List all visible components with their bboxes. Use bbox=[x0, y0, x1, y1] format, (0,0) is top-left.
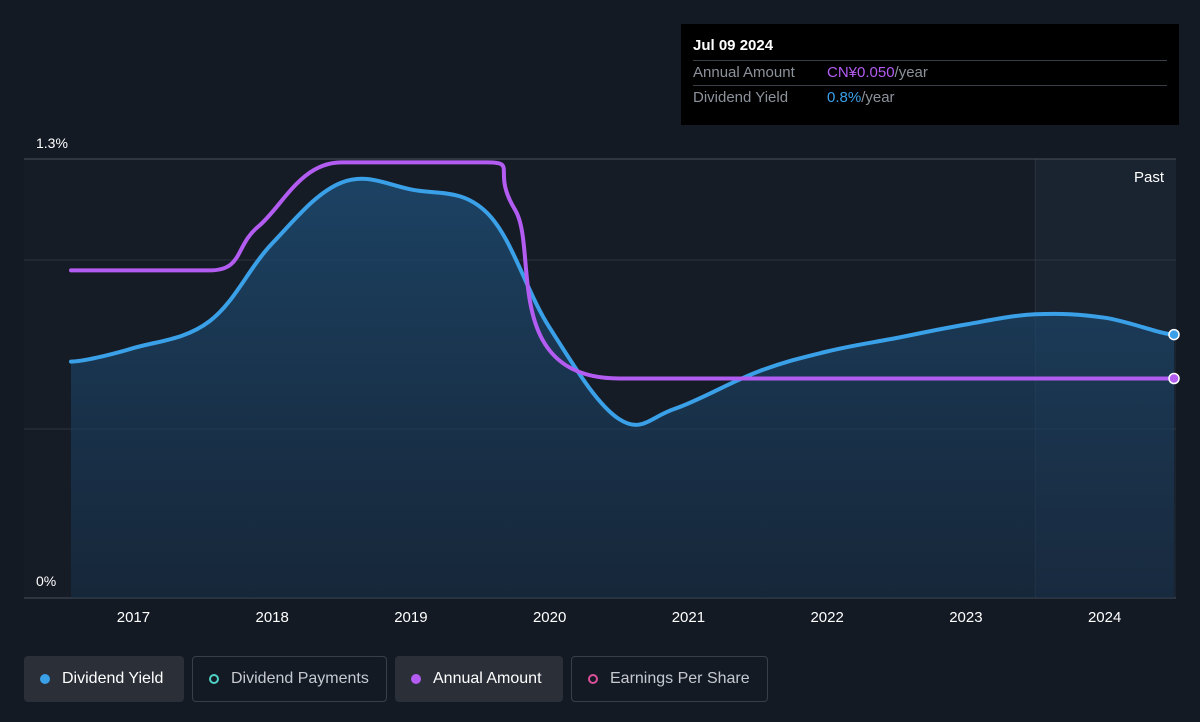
tooltip: Jul 09 2024 Annual Amount CN¥0.050 /year… bbox=[681, 24, 1179, 125]
series-line-annual-amount bbox=[69, 160, 1176, 381]
tooltip-annual-label: Annual Amount bbox=[693, 64, 795, 81]
legend-label: Annual Amount bbox=[433, 670, 542, 687]
x-tick-label: 2024 bbox=[1088, 609, 1121, 626]
tooltip-row-annual: Annual Amount CN¥0.050 /year bbox=[693, 60, 1167, 85]
tooltip-yield-value: 0.8% bbox=[827, 89, 862, 106]
legend-annual-amount[interactable]: Annual Amount bbox=[395, 656, 563, 702]
x-tick-label: 2022 bbox=[810, 609, 843, 626]
legend: Dividend Yield Dividend Payments Annual … bbox=[24, 656, 768, 702]
end-marker-annual-amount bbox=[1168, 372, 1180, 385]
series-line-dividend-yield bbox=[69, 176, 1176, 427]
tooltip-date: Jul 09 2024 bbox=[693, 37, 774, 54]
dividend-yield-area bbox=[71, 178, 1174, 598]
legend-label: Earnings Per Share bbox=[610, 670, 750, 687]
tooltip-yield-label: Dividend Yield bbox=[693, 89, 789, 106]
legend-dot-icon bbox=[411, 674, 421, 684]
y-tick-zero: 0% bbox=[36, 573, 56, 589]
legend-ring-icon bbox=[588, 674, 598, 684]
x-tick-label: 2018 bbox=[255, 609, 288, 626]
tooltip-yield-unit: /year bbox=[861, 89, 895, 106]
tooltip-annual-unit: /year bbox=[894, 64, 928, 81]
x-tick-label: 2017 bbox=[117, 609, 150, 626]
legend-ring-icon bbox=[209, 674, 219, 684]
legend-label: Dividend Yield bbox=[62, 670, 164, 687]
legend-dot-icon bbox=[40, 674, 50, 684]
legend-label: Dividend Payments bbox=[231, 670, 369, 687]
y-tick-max: 1.3% bbox=[36, 135, 68, 151]
x-tick-label: 2019 bbox=[394, 609, 427, 626]
x-tick-label: 2020 bbox=[533, 609, 566, 626]
tooltip-row-yield: Dividend Yield 0.8% /year bbox=[693, 85, 1167, 110]
legend-dividend-payments[interactable]: Dividend Payments bbox=[192, 656, 387, 702]
x-tick-label: 2021 bbox=[672, 609, 705, 626]
legend-earnings-per-share[interactable]: Earnings Per Share bbox=[571, 656, 768, 702]
tooltip-annual-value: CN¥0.050 bbox=[827, 64, 895, 81]
x-axis-ticks: 2017 2018 2019 2020 2021 2022 2023 2024 bbox=[117, 609, 1122, 626]
end-markers bbox=[1168, 328, 1180, 385]
legend-dividend-yield[interactable]: Dividend Yield bbox=[24, 656, 184, 702]
end-marker-dividend-yield bbox=[1168, 328, 1180, 341]
past-label: Past bbox=[1134, 169, 1165, 186]
x-tick-label: 2023 bbox=[949, 609, 982, 626]
